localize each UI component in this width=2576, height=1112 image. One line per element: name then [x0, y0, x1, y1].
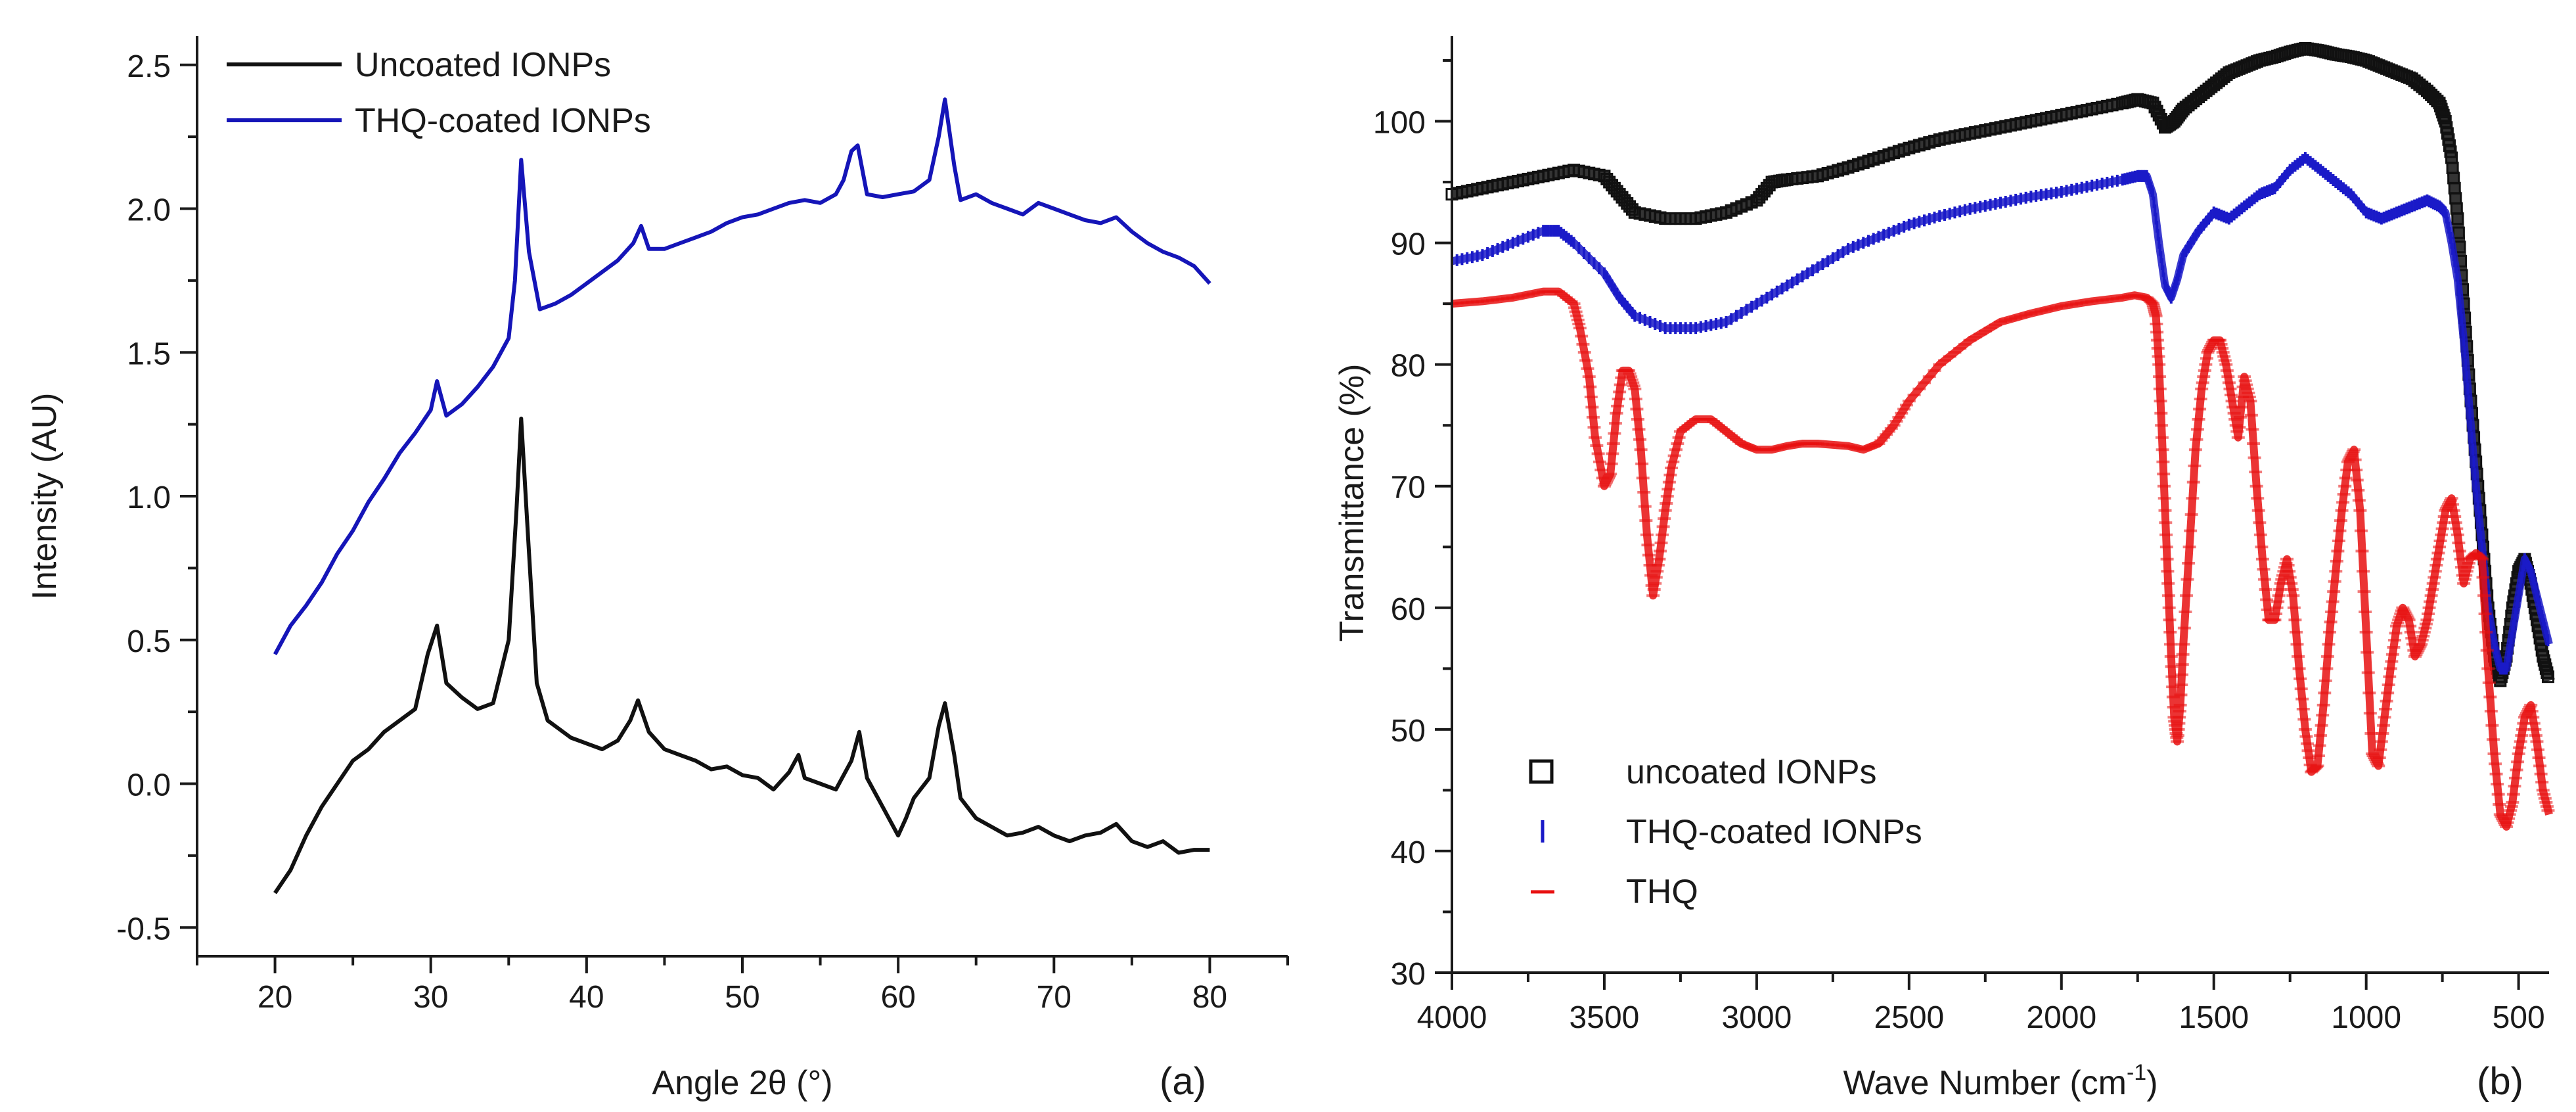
panel-a-x-tick-label: 60 — [880, 980, 915, 1015]
panel-b-y-tick-label: 50 — [1391, 714, 1426, 749]
panel-b-marker-uncoated-ionps — [2541, 670, 2554, 683]
panel-b-legend-label-thq: THQ — [1626, 873, 1698, 911]
panel-b-marker-uncoated-ionps — [2438, 112, 2451, 125]
panel-b-x-axis-title-superscript: -1 — [2127, 1060, 2146, 1085]
panel-b-ftir-chart: 4000 3500 3000 2500 2000 1500 1000 500 30 40 50 60… — [1333, 36, 2555, 1103]
panel-a-y-tick-label: 0.5 — [127, 624, 171, 659]
panel-a-x-tick-label: 40 — [569, 980, 604, 1015]
panel-b-marker-uncoated-ionps — [2541, 666, 2554, 680]
panel-b-marker-uncoated-ionps — [2146, 97, 2159, 110]
panel-b-marker-uncoated-ionps — [2537, 654, 2550, 667]
panel-b-y-tick-label: 60 — [1391, 592, 1426, 627]
panel-a-legend: Uncoated IONPs THQ-coated IONPs — [227, 46, 651, 140]
panel-a-x-tick-label: 80 — [1192, 980, 1227, 1015]
panel-a-series-uncoated-ionps — [273, 416, 1210, 894]
panel-b-legend-label-uncoated: uncoated IONPs — [1626, 753, 1877, 791]
panel-a-legend-label-uncoated: Uncoated IONPs — [355, 46, 611, 84]
panel-b-y-tick-label: 40 — [1391, 835, 1426, 870]
panel-b-label: (b) — [2477, 1060, 2523, 1103]
panel-b-x-axis-title-main: Wave Number (cm — [1843, 1064, 2126, 1102]
panel-b-marker-uncoated-ionps — [2539, 662, 2552, 675]
panel-a-series-thq-coated-ionps — [273, 97, 1211, 656]
panel-b-marker-uncoated-ionps — [2494, 674, 2507, 687]
panel-a-x-tick-label: 30 — [413, 980, 448, 1015]
panel-b-legend-label-coated: THQ-coated IONPs — [1626, 813, 1922, 851]
panel-b-y-tick-label: 100 — [1373, 106, 1426, 141]
panel-a-x-ticks: 20 30 40 50 60 70 80 — [196, 956, 1289, 1015]
panel-b-legend-marker-uncoated — [1529, 759, 1554, 784]
panel-b-x-tick-label: 2500 — [1874, 1000, 1944, 1035]
panel-a-x-tick-label: 20 — [258, 980, 292, 1015]
panel-b-x-tick-label: 2000 — [2026, 1000, 2096, 1035]
panel-a-y-tick-label: 0.0 — [127, 768, 171, 803]
panel-b-marker-uncoated-ionps — [2152, 108, 2165, 122]
panel-a-y-tick-label: 2.5 — [127, 49, 171, 84]
panel-b-y-ticks: 30 40 50 60 70 80 90 100 — [1373, 59, 1452, 992]
panel-b-y-tick-label: 70 — [1391, 471, 1426, 505]
panel-a-x-axis-title: Angle 2θ (°) — [652, 1064, 832, 1102]
panel-b-y-tick-label: 90 — [1391, 227, 1426, 262]
panel-a-y-tick-label: -0.5 — [116, 912, 171, 946]
panel-b-x-tick-label: 3500 — [1570, 1000, 1640, 1035]
panel-b-x-axis-title-suffix: ) — [2146, 1064, 2158, 1102]
panel-a-legend-label-coated: THQ-coated IONPs — [355, 102, 651, 140]
panel-b-marker-uncoated-ionps — [2148, 101, 2161, 114]
panel-b-x-tick-label: 500 — [2493, 1000, 2545, 1035]
panel-a-xrd-chart: 20 30 40 50 60 70 80 -0.5 0.0 0.5 1.0 1.5 2.0 2.5 An… — [26, 36, 1289, 1103]
panel-b-legend: uncoated IONPs THQ-coated IONPs THQ — [1529, 753, 1922, 911]
panel-b-series-band-uncoated-ionps — [1451, 42, 2555, 687]
panel-b-x-ticks: 4000 3500 3000 2500 2000 1500 1000 500 — [1417, 973, 2545, 1035]
panel-a-y-tick-label: 2.0 — [127, 193, 171, 228]
panel-b-marker-uncoated-ionps — [2539, 658, 2552, 671]
panel-b-x-tick-label: 1500 — [2179, 1000, 2249, 1035]
panel-b-plot-area — [1445, 42, 2555, 831]
panel-b-x-tick-label: 4000 — [1417, 1000, 1487, 1035]
panel-b-series-thq-coated-ionps — [1451, 152, 2553, 675]
panel-b-y-tick-label: 30 — [1391, 957, 1426, 992]
panel-b-x-tick-label: 1000 — [2331, 1000, 2401, 1035]
panel-b-series-uncoated-ionps — [1445, 42, 2555, 687]
panel-a-x-tick-label: 70 — [1037, 980, 1072, 1015]
panel-b-y-axis-title: Transmittance (%) — [1333, 364, 1371, 642]
panel-a-y-tick-label: 1.5 — [127, 336, 171, 371]
panel-b-marker-uncoated-ionps — [2451, 212, 2464, 225]
panel-b-x-tick-label: 3000 — [1721, 1000, 1792, 1035]
panel-a-y-axis-title: Intensity (AU) — [26, 393, 64, 600]
panel-a-y-tick-label: 1.0 — [127, 480, 171, 515]
panel-a-x-tick-label: 50 — [725, 980, 759, 1015]
panel-a-plot-area — [273, 97, 1211, 894]
panel-b-marker-uncoated-ionps — [2537, 650, 2550, 663]
panel-a-y-ticks: -0.5 0.0 0.5 1.0 1.5 2.0 2.5 — [116, 49, 197, 946]
panel-b-y-tick-label: 80 — [1391, 349, 1426, 384]
panel-b-marker-uncoated-ionps — [2150, 104, 2163, 118]
panel-a-label: (a) — [1160, 1060, 1206, 1103]
panel-b-x-axis-title: Wave Number (cm-1) — [1843, 1060, 2158, 1102]
panel-b-series-thq — [1445, 287, 2555, 831]
panel-b-marker-uncoated-ionps — [1625, 203, 1638, 216]
